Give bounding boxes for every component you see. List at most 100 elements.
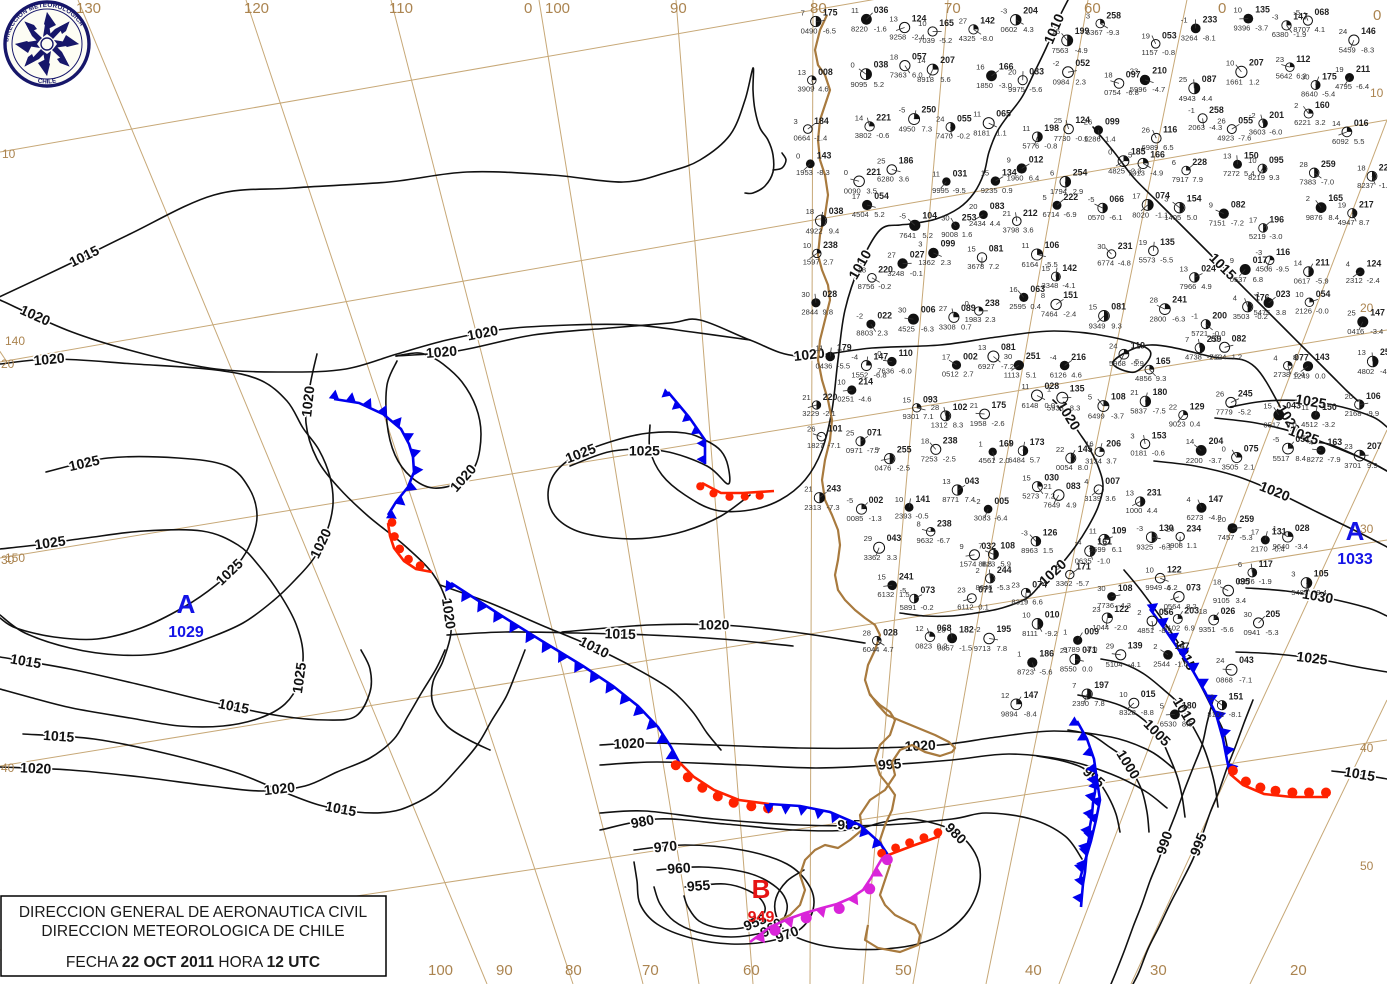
svg-text:3264: 3264 — [1181, 33, 1198, 42]
svg-text:153: 153 — [1152, 430, 1167, 440]
svg-text:6273: 6273 — [1187, 513, 1204, 522]
svg-text:-3.7: -3.7 — [1111, 412, 1124, 421]
svg-text:30: 30 — [1301, 73, 1309, 82]
svg-text:8.5: 8.5 — [1182, 719, 1193, 728]
svg-text:108: 108 — [1000, 540, 1015, 550]
svg-text:20: 20 — [1, 357, 15, 371]
svg-text:2.3: 2.3 — [985, 315, 996, 324]
svg-text:13: 13 — [1223, 152, 1231, 161]
svg-text:182: 182 — [959, 624, 974, 634]
svg-text:-1: -1 — [1254, 290, 1261, 299]
svg-text:142: 142 — [980, 16, 995, 26]
svg-text:9.8: 9.8 — [823, 307, 834, 316]
svg-text:4.3: 4.3 — [1023, 25, 1034, 34]
svg-text:21: 21 — [804, 485, 812, 494]
svg-text:-3: -3 — [1256, 248, 1263, 257]
svg-text:9258: 9258 — [889, 33, 906, 42]
svg-text:-9.5: -9.5 — [953, 186, 966, 195]
svg-text:233: 233 — [1203, 15, 1218, 25]
svg-text:-5.5: -5.5 — [1160, 256, 1173, 265]
svg-text:-6.3: -6.3 — [921, 325, 934, 334]
svg-text:18: 18 — [1357, 163, 1365, 172]
svg-text:250: 250 — [922, 105, 937, 115]
svg-text:5.1: 5.1 — [1026, 370, 1037, 379]
svg-text:1: 1 — [1063, 628, 1067, 637]
svg-text:026: 026 — [1221, 606, 1236, 616]
svg-text:6.9: 6.9 — [1184, 623, 1195, 632]
svg-text:6714: 6714 — [1043, 210, 1060, 219]
svg-text:1249: 1249 — [1293, 371, 1310, 380]
svg-text:2390: 2390 — [1072, 699, 1089, 708]
svg-text:0490: 0490 — [801, 27, 818, 36]
svg-text:-0.6: -0.6 — [1152, 449, 1165, 458]
svg-text:0823: 0823 — [915, 642, 932, 651]
svg-text:4856: 4856 — [1135, 374, 1152, 383]
svg-text:195: 195 — [997, 624, 1012, 634]
svg-text:30: 30 — [898, 306, 906, 315]
svg-text:8723: 8723 — [1017, 668, 1034, 677]
svg-text:-3.4: -3.4 — [1295, 542, 1308, 551]
svg-text:175: 175 — [823, 7, 838, 17]
svg-text:-7.9: -7.9 — [1328, 455, 1341, 464]
svg-text:12: 12 — [1001, 691, 1009, 700]
svg-text:FECHA 22 OCT 2011 HORA 12 UTC: FECHA 22 OCT 2011 HORA 12 UTC — [66, 954, 320, 971]
svg-text:23: 23 — [1276, 55, 1284, 64]
svg-text:26: 26 — [1166, 524, 1174, 533]
svg-text:8219: 8219 — [1248, 173, 1265, 182]
svg-text:-2: -2 — [1053, 59, 1060, 68]
svg-text:-2.4: -2.4 — [1367, 276, 1380, 285]
svg-text:-5.2: -5.2 — [1238, 408, 1251, 417]
svg-text:4795: 4795 — [1335, 82, 1352, 91]
svg-text:29: 29 — [864, 534, 872, 543]
svg-text:7730: 7730 — [1054, 134, 1071, 143]
svg-text:7039: 7039 — [918, 36, 935, 45]
svg-text:5968: 5968 — [1109, 359, 1126, 368]
svg-text:119: 119 — [1131, 340, 1145, 350]
svg-text:26: 26 — [1142, 125, 1150, 134]
svg-text:8: 8 — [1293, 353, 1297, 362]
svg-text:1020: 1020 — [20, 759, 52, 776]
svg-text:25: 25 — [1179, 75, 1187, 84]
svg-text:028: 028 — [1295, 523, 1310, 533]
svg-text:10: 10 — [895, 495, 903, 504]
svg-text:14: 14 — [1294, 259, 1302, 268]
svg-text:27: 27 — [887, 250, 895, 259]
svg-text:228: 228 — [1192, 157, 1207, 167]
svg-text:15: 15 — [903, 396, 911, 405]
svg-text:139: 139 — [1128, 641, 1143, 651]
svg-text:-6.5: -6.5 — [823, 27, 836, 36]
svg-text:25: 25 — [846, 429, 854, 438]
svg-text:-8.3: -8.3 — [817, 168, 830, 177]
svg-text:043: 043 — [1239, 655, 1254, 665]
svg-text:24: 24 — [1216, 656, 1224, 665]
svg-text:3: 3 — [918, 240, 922, 249]
svg-text:-2.0: -2.0 — [1114, 623, 1127, 632]
svg-text:80: 80 — [565, 962, 582, 979]
svg-text:0: 0 — [844, 168, 848, 177]
svg-text:13: 13 — [1126, 489, 1134, 498]
svg-text:16: 16 — [976, 62, 984, 71]
svg-text:3: 3 — [1086, 11, 1090, 20]
svg-text:143: 143 — [817, 151, 832, 161]
svg-text:099: 099 — [1105, 116, 1120, 126]
svg-text:196: 196 — [1269, 215, 1284, 225]
svg-text:-5: -5 — [899, 212, 906, 221]
svg-text:6927: 6927 — [978, 362, 995, 371]
svg-text:0085: 0085 — [847, 514, 864, 523]
svg-text:5485: 5485 — [1291, 588, 1308, 597]
svg-text:5459: 5459 — [1339, 45, 1356, 54]
svg-text:186: 186 — [1039, 648, 1054, 658]
svg-text:A: A — [177, 589, 196, 619]
svg-text:2126: 2126 — [1295, 307, 1312, 316]
svg-text:-6.0: -6.0 — [1269, 128, 1282, 137]
svg-text:6132: 6132 — [877, 590, 894, 599]
svg-text:50: 50 — [1360, 859, 1374, 873]
svg-text:1.4: 1.4 — [1105, 135, 1116, 144]
svg-text:106: 106 — [1366, 391, 1381, 401]
svg-text:108: 108 — [1118, 583, 1133, 593]
svg-text:165: 165 — [939, 18, 954, 28]
svg-text:16: 16 — [1085, 439, 1093, 448]
svg-text:256: 256 — [1380, 347, 1387, 357]
svg-text:18: 18 — [1199, 607, 1207, 616]
svg-text:074: 074 — [1032, 579, 1047, 589]
